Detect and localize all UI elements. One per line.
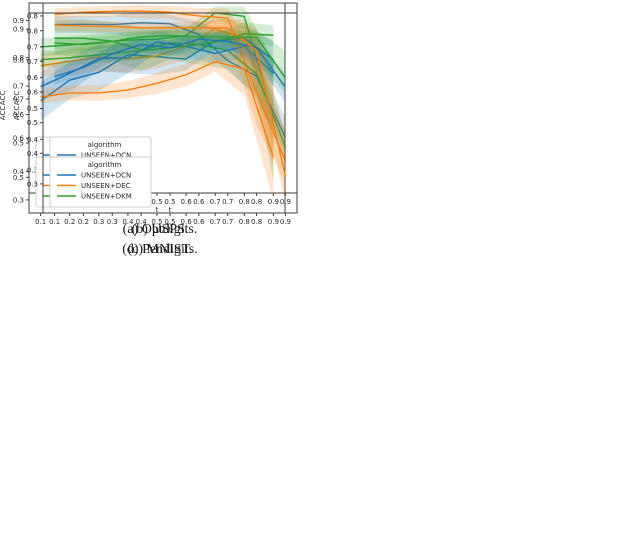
caption-mnist: (c) MNIST. [127,242,193,257]
legend-title: algorithm [88,141,122,149]
legend-title: algorithm [88,161,122,169]
y-axis-label: ACC [0,106,7,121]
confidence-band-unseen-dec [40,51,274,201]
y-tick-label: 0.3 [27,167,38,175]
series-line-unseen-dcn [40,37,274,102]
y-tick-label: 0.7 [27,58,38,66]
y-tick-label: 0.7 [27,43,38,51]
x-axis-label: t [169,206,172,214]
x-axis-label: t [156,206,159,214]
legend-label-unseen-dcn: UNSEEN+DCN [81,172,131,180]
x-tick-label: 0.4 [122,218,134,226]
y-tick-label: 0.5 [13,140,24,148]
x-tick-label: 0.6 [181,218,193,226]
series-line-unseen-dkm [54,34,287,79]
y-tick-label: 0.9 [13,17,24,25]
series-line-unseen-dec [54,10,287,162]
x-tick-label: 0.9 [268,218,279,226]
confidence-band-unseen-dkm [54,19,286,162]
y-tick-label: 0.3 [27,180,38,188]
series-line-unseen-dcn [54,38,287,88]
confidence-band-unseen-dkm [40,6,274,181]
confidence-band-unseen-dcn [54,9,286,155]
x-tick-label: 0.5 [164,218,175,226]
x-tick-label: 0.9 [280,218,291,226]
confidence-band-unseen-dec [40,18,274,168]
y-tick-label: 0.4 [27,136,39,144]
y-tick-label: 0.6 [27,74,39,82]
y-axis-label: ACC [0,91,7,106]
y-tick-label: 0.5 [27,119,38,127]
y-tick-label: 0.5 [27,105,38,113]
x-tick-label: 0.6 [193,198,205,206]
x-tick-label: 0.8 [251,198,262,206]
x-tick-label: 0.5 [151,198,162,206]
y-tick-label: 0.6 [13,111,25,119]
y-tick-label: 0.4 [13,168,25,176]
confidence-band-unseen-dkm [54,30,286,96]
y-tick-label: 0.7 [13,83,24,91]
chart-pendigits: 0.1 0.2 0.3 0.4 0.5 0.6 0.7 0.8 0.90.30.40.50.60… [13,12,298,234]
y-tick-label: 0.7 [13,95,24,103]
y-tick-label: 0.8 [27,12,38,20]
legend-box [49,156,152,208]
series-line-unseen-dcn [54,22,287,139]
legend-label-unseen-dec: UNSEEN+DEC [81,182,131,190]
series-line-unseen-dec [54,24,287,177]
x-tick-label: 0.7 [210,218,221,226]
x-tick-label: 0.3 [107,218,118,226]
x-tick-label: 0.8 [251,218,262,226]
x-tick-label: 0.6 [193,218,205,226]
y-tick-label: 0.8 [27,27,38,35]
x-tick-label: 0.8 [239,198,250,206]
x-tick-label: 0.7 [222,198,233,206]
y-tick-label: 0.8 [13,56,24,64]
caption-pendigits: (d) Pendigits. [122,242,198,257]
series-line-unseen-dkm [54,37,287,148]
confidence-band-unseen-dcn [54,33,286,103]
x-tick-label: 0.4 [136,218,148,226]
x-tick-label: 0.3 [93,218,104,226]
y-axis-label: ACC [13,91,21,106]
confidence-band-unseen-dcn [40,30,274,100]
x-tick-label: 0.8 [239,218,250,226]
x-tick-label: 0.2 [64,218,75,226]
x-tick-label: 0.7 [222,218,233,226]
x-tick-label: 0.5 [164,198,175,206]
subplot-pendigits: 0.1 0.2 0.3 0.4 0.5 0.6 0.7 0.8 0.9 0.3 0.4 0.5 0.6 0… [0,0,320,258]
x-tick-label: 0.1 [49,218,60,226]
x-tick-label: 0.2 [78,218,89,226]
series-line-unseen-dec [40,60,275,158]
y-axis-label: ACC [13,106,21,121]
y-tick-label: 0.5 [13,174,24,182]
legend-label-unseen-dcn: UNSEEN+DCN [81,152,131,160]
caption-usps: (b) USPS. [131,222,189,237]
x-axis-label: t [156,226,159,234]
legend-label-unseen-dkm: UNSEEN+DKM [81,193,132,201]
y-tick-label: 0.9 [13,26,24,34]
y-tick-label: 0.8 [13,54,24,62]
confidence-band-unseen-dkm [40,22,274,69]
y-tick-label: 0.6 [27,89,39,97]
x-tick-label: 0.7 [210,198,221,206]
x-tick-label: 0.1 [35,218,46,226]
x-axis-label: t [169,226,172,234]
y-tick-label: 0.4 [27,150,39,158]
x-tick-label: 0.5 [151,218,162,226]
x-tick-label: 0.6 [181,198,193,206]
caption-optdigits: (a) Optdigits. [122,222,198,237]
x-tick-label: 0.9 [268,198,279,206]
y-tick-label: 0.3 [13,196,24,204]
y-tick-label: 0.6 [13,135,25,143]
